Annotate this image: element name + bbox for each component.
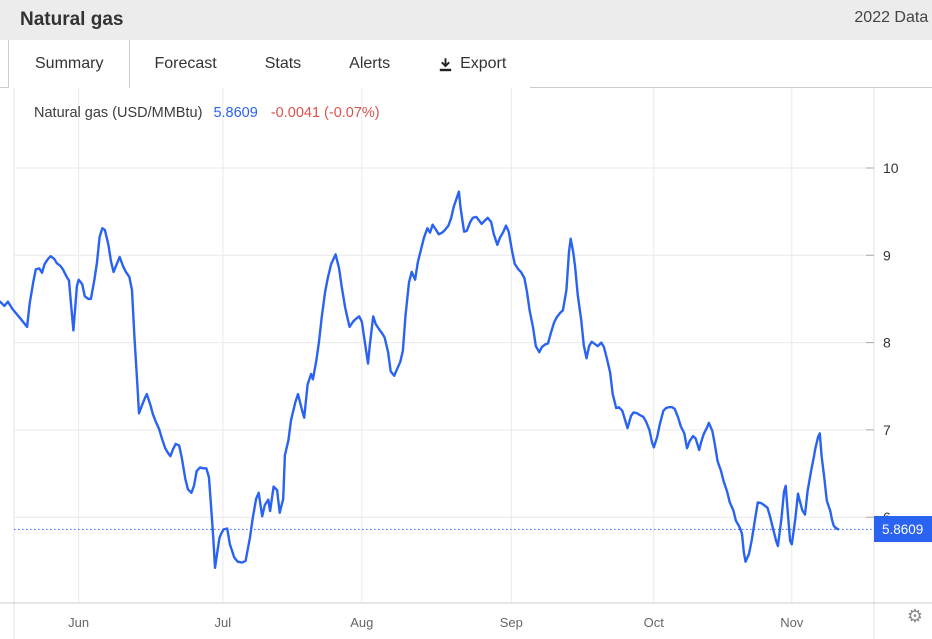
page-title: Natural gas [20, 9, 124, 30]
chart-settings-gear-icon[interactable]: ⚙ [906, 606, 923, 626]
y-axis-label: 8 [883, 335, 891, 351]
chart-legend: Natural gas (USD/MMBtu) 5.8609 -0.0041 (… [34, 105, 380, 121]
x-axis-label: Jul [215, 615, 232, 630]
tab-alerts-label: Alerts [349, 55, 391, 72]
download-icon [438, 57, 453, 72]
legend-last-price: 5.8609 [213, 105, 258, 121]
header-bar: Natural gas 2022 Data - [0, 0, 932, 40]
x-axis-label: Nov [780, 615, 804, 630]
x-axis-label: Oct [644, 615, 665, 630]
x-axis-label: Aug [350, 615, 373, 630]
y-axis-label: 7 [883, 422, 891, 438]
current-price-badge-value: 5.8609 [882, 521, 924, 537]
tab-forecast-label: Forecast [154, 55, 217, 72]
x-axis-label: Jun [68, 615, 89, 630]
tab-stats-label: Stats [264, 55, 302, 72]
tab-stats[interactable]: Stats [240, 40, 326, 88]
y-axis-label: 9 [883, 247, 891, 263]
tab-export[interactable]: Export [414, 40, 531, 88]
tab-summary-label: Summary [35, 55, 104, 72]
tab-forecast[interactable]: Forecast [130, 40, 241, 88]
price-series-line [0, 190, 840, 569]
x-axis-label: Sep [500, 615, 523, 630]
current-price-badge: 5.8609 [874, 516, 932, 542]
tab-bar: Summary Forecast Stats Alerts Export [0, 40, 932, 88]
tab-export-label: Export [460, 55, 507, 72]
tab-summary[interactable]: Summary [8, 40, 131, 88]
tab-alerts[interactable]: Alerts [325, 40, 415, 88]
price-chart[interactable]: JunJulAugSepOctNov678910 Natural gas (US… [0, 88, 932, 639]
legend-series-label: Natural gas (USD/MMBtu) [34, 105, 203, 121]
chart-canvas[interactable]: JunJulAugSepOctNov678910 [0, 88, 932, 639]
y-axis-label: 10 [883, 160, 899, 176]
header-period-text: 2022 Data - [854, 9, 932, 26]
legend-change: -0.0041 (-0.07%) [270, 105, 380, 121]
